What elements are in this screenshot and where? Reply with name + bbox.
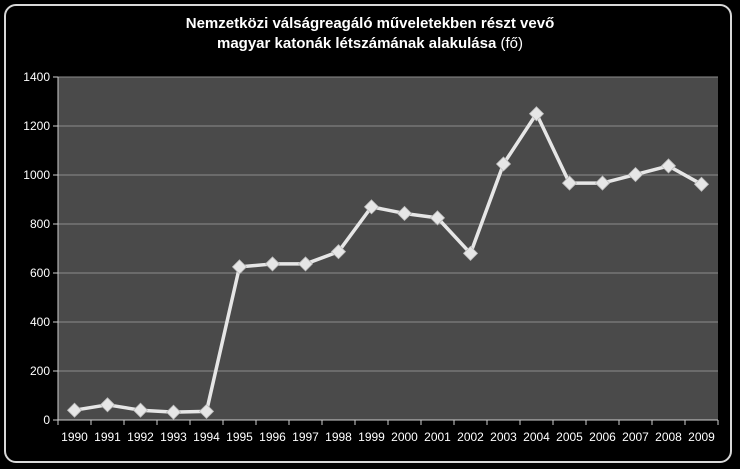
chart-title: Nemzetközi válságreagáló műveletekben ré… xyxy=(0,14,740,54)
x-tick-label: 2003 xyxy=(490,430,517,444)
data-point-marker xyxy=(693,176,710,192)
data-point-marker xyxy=(396,205,413,222)
y-tick-label: 1400 xyxy=(23,70,50,84)
y-tick-label: 200 xyxy=(30,364,50,378)
x-tick-label: 1994 xyxy=(193,430,220,444)
gridlines xyxy=(58,76,718,372)
x-tick-label: 2007 xyxy=(622,430,649,444)
data-point-marker xyxy=(231,259,248,275)
x-tick-label: 1998 xyxy=(325,430,352,444)
data-point-marker xyxy=(363,199,380,215)
data-point-marker xyxy=(297,256,314,272)
data-point-marker xyxy=(660,158,677,174)
data-point-marker xyxy=(528,106,545,122)
x-tick-label: 1990 xyxy=(61,430,88,444)
y-tick-label: 400 xyxy=(30,315,50,329)
data-point-marker xyxy=(330,244,347,260)
data-point-marker xyxy=(594,175,611,191)
y-tick-label: 0 xyxy=(43,413,50,427)
x-tick-label: 2006 xyxy=(589,430,616,444)
data-point-marker xyxy=(132,402,149,418)
x-axis-ticks: 1990 1991 1992 1993 1994 1995 1996 1997 1998 1999… xyxy=(57,420,719,444)
x-tick-label: 2000 xyxy=(391,430,418,444)
chart-title-line-2: magyar katonák létszámának alakulása (fő… xyxy=(0,34,740,54)
x-tick-label: 2004 xyxy=(523,430,550,444)
x-tick-label: 2002 xyxy=(457,430,484,444)
data-point-marker xyxy=(198,403,215,419)
x-tick-label: 1996 xyxy=(259,430,286,444)
y-tick-label: 800 xyxy=(30,217,50,231)
data-point-marker xyxy=(429,210,446,226)
data-point-marker xyxy=(66,402,83,418)
data-point-marker xyxy=(561,175,578,191)
y-axis-ticks: 0 200 400 600 800 1000 1200 1400 xyxy=(23,70,58,427)
data-point-marker xyxy=(627,166,644,183)
x-tick-label: 1995 xyxy=(226,430,253,444)
data-point-marker xyxy=(99,397,116,413)
x-tick-label: 1993 xyxy=(160,430,187,444)
x-tick-label: 1992 xyxy=(127,430,154,444)
x-tick-label: 1997 xyxy=(292,430,319,444)
data-point-marker xyxy=(495,156,512,172)
data-point-marker xyxy=(462,245,479,261)
y-tick-label: 600 xyxy=(30,266,50,280)
x-tick-label: 1999 xyxy=(358,430,385,444)
data-point-marker xyxy=(264,256,281,272)
x-tick-label: 1991 xyxy=(94,430,121,444)
plot-area xyxy=(58,77,718,420)
y-tick-label: 1000 xyxy=(23,168,50,182)
data-point-marker xyxy=(165,404,182,420)
chart-title-line-2-text: magyar katonák létszámának alakulása xyxy=(217,35,497,52)
x-tick-label: 2009 xyxy=(688,430,715,444)
x-tick-label: 2005 xyxy=(556,430,583,444)
y-tick-label: 1200 xyxy=(23,119,50,133)
x-tick-label: 2008 xyxy=(655,430,682,444)
chart-title-line-1: Nemzetközi válságreagáló műveletekben ré… xyxy=(185,15,555,32)
x-tick-label: 2001 xyxy=(424,430,451,444)
series-group xyxy=(66,106,710,420)
chart-title-unit: (fő) xyxy=(500,35,524,52)
